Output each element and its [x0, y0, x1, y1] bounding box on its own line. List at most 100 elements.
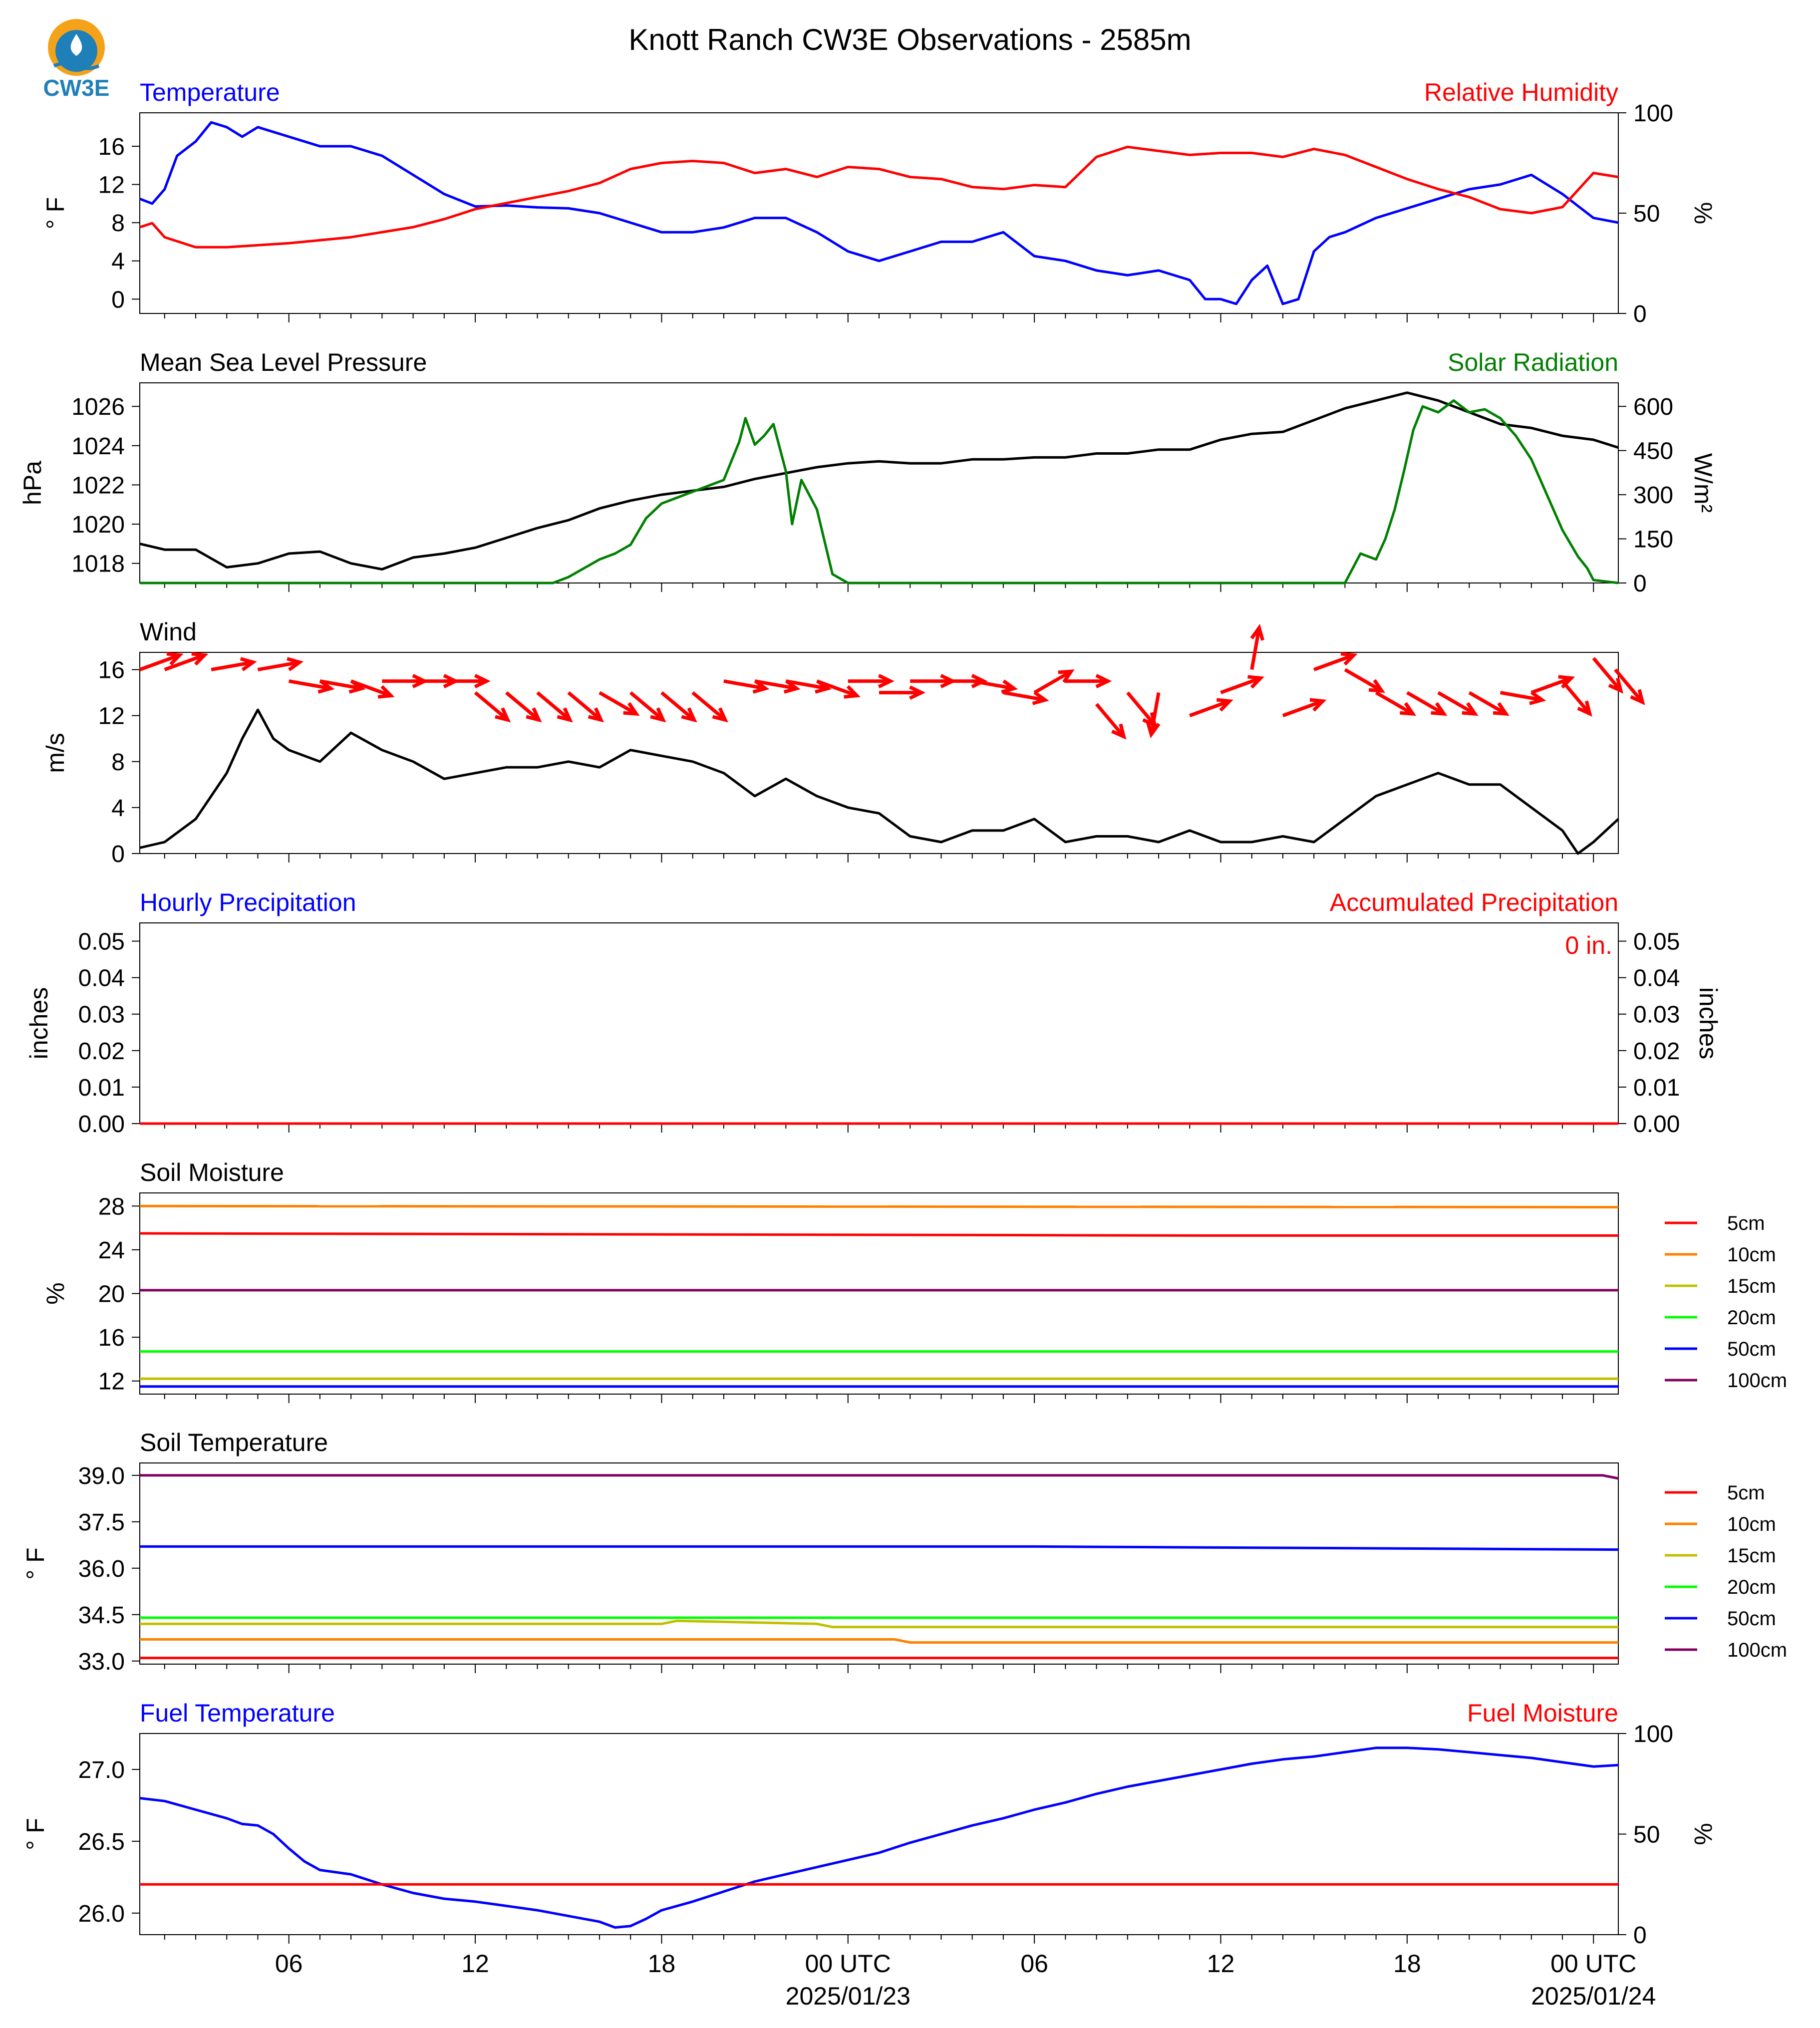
legend-label: 5cm [1727, 1212, 1765, 1234]
panel-title-left: Mean Sea Level Pressure [140, 348, 427, 376]
y-tick-label: 20 [98, 1281, 125, 1308]
y-axis-label-right: % [1689, 202, 1717, 224]
y-tick-label: 33.0 [78, 1649, 125, 1675]
wind-arrow [1003, 691, 1049, 705]
wind-arrow-shaft [1500, 691, 1542, 702]
wind-arrow-shaft [691, 691, 727, 721]
y-axis-label-right: inches [1694, 987, 1722, 1060]
wind-arrow [1126, 691, 1158, 728]
wind-arrow-shaft [1468, 691, 1507, 716]
y-tick-label: 0 [111, 841, 125, 868]
y-tick-label-right: 0 [1633, 571, 1647, 597]
y-tick-label: 39.0 [78, 1463, 125, 1489]
wind-arrow-shaft [257, 660, 300, 671]
legend-entry: 10cm [1665, 1513, 1776, 1535]
wind-arrow-head [1630, 689, 1645, 705]
y-tick-label: 26.0 [78, 1901, 125, 1927]
legend-label: 50cm [1727, 1338, 1776, 1360]
legend-entry: 20cm [1665, 1307, 1776, 1329]
wind-arrow-shaft [1149, 692, 1161, 735]
legend-label: 20cm [1727, 1307, 1776, 1329]
wind-arrow [536, 691, 573, 723]
wind-arrow [1146, 692, 1161, 739]
y-tick-label: 12 [98, 1369, 125, 1395]
wind-arrow-head [1058, 669, 1075, 683]
wind-arrow [1095, 703, 1127, 740]
series-line-10cm [139, 1204, 1619, 1208]
legend-entry: 10cm [1665, 1244, 1776, 1266]
wind-arrow-head [166, 652, 184, 666]
wind-arrow-shaft [1220, 676, 1261, 694]
logo-drop-icon [70, 34, 82, 56]
y-axis-label-right: W/m² [1689, 453, 1717, 513]
x-tick-label: 00 UTC [1550, 1950, 1636, 1978]
panel-title-right: Solar Radiation [1448, 348, 1618, 376]
wind-arrow [1500, 691, 1546, 705]
wind-arrow-shaft [289, 679, 331, 690]
wind-arrow [1282, 698, 1327, 717]
wind-arrow [1468, 691, 1510, 716]
wind-arrow-shaft [350, 679, 392, 697]
legend-entry: 15cm [1665, 1275, 1776, 1297]
x-tick-label: 18 [648, 1950, 676, 1978]
y-tick-label: 27.0 [78, 1757, 125, 1783]
wind-arrow-head [1368, 679, 1385, 693]
series-line-mean-sea-level-pressure [139, 391, 1619, 571]
y-axis-label: m/s [41, 733, 69, 773]
y-tick-label: 24 [98, 1237, 125, 1264]
x-tick-label: 18 [1393, 1950, 1421, 1978]
wind-arrow-shaft [1313, 653, 1355, 671]
panel-title-right: Fuel Moisture [1467, 1699, 1618, 1727]
y-tick-label: 0 [111, 287, 125, 313]
wind-arrow-head [474, 674, 491, 689]
wind-arrow [1614, 668, 1645, 705]
y-tick-label: 1024 [71, 433, 125, 460]
cw3e-logo: CW3E [43, 19, 109, 101]
panel-title-left: Fuel Temperature [140, 1699, 335, 1727]
wind-arrow-head [1247, 675, 1264, 689]
panel-pressure-solar: Mean Sea Level Pressure Solar Radiation 10… [18, 348, 1717, 597]
y-tick-label-right: 0.00 [1633, 1111, 1680, 1138]
y-tick-label: 4 [111, 249, 125, 275]
wind-arrow-shaft [1561, 680, 1591, 715]
y-tick-label: 8 [111, 749, 125, 776]
y-tick-label: 12 [98, 703, 125, 730]
y-axis-label: hPa [18, 461, 46, 505]
legend-label: 15cm [1727, 1275, 1776, 1297]
wind-arrow-shaft [1437, 691, 1476, 716]
wind-arrow-head [526, 707, 542, 723]
legend-entry: 15cm [1665, 1545, 1776, 1567]
y-tick-label-right: 450 [1633, 438, 1673, 465]
legend-label: 50cm [1727, 1608, 1776, 1630]
y-tick-label: 0.02 [78, 1038, 125, 1065]
wind-arrow-head [1462, 702, 1479, 716]
series-line-temperature [139, 121, 1619, 305]
panel-frame [139, 382, 1619, 583]
wind-arrow-head [909, 685, 926, 700]
wind-arrow-head [650, 707, 666, 723]
wind-arrow [1344, 668, 1385, 693]
y-axis-label: inches [25, 987, 53, 1060]
wind-arrow [1033, 669, 1075, 694]
wind-arrow-shaft [1095, 703, 1125, 738]
y-tick-label: 36.0 [78, 1556, 125, 1582]
y-tick-label-right: 0 [1633, 301, 1647, 327]
logo-wave-icon [53, 61, 100, 70]
wind-arrow-shaft [1592, 657, 1622, 692]
wind-arrow [1592, 657, 1624, 694]
wind-arrow [164, 652, 209, 671]
wind-arrow-shaft [1126, 691, 1157, 726]
wind-arrow-head [191, 652, 209, 666]
wind-arrow [505, 691, 542, 723]
wind-arrow-head [1001, 679, 1018, 694]
x-tick-label: 00 UTC [805, 1950, 891, 1978]
y-axis-label: % [41, 1282, 69, 1304]
wind-arrow-head [240, 657, 257, 671]
y-tick-label-right: 0.04 [1633, 965, 1680, 992]
legend-label: 5cm [1727, 1482, 1765, 1504]
wind-arrow-head [623, 702, 640, 716]
wind-arrow-head [1146, 721, 1161, 739]
legend-entry: 5cm [1665, 1212, 1765, 1234]
y-tick-label: 16 [98, 1325, 125, 1351]
precip-total-annotation: 0 in. [1565, 931, 1612, 959]
